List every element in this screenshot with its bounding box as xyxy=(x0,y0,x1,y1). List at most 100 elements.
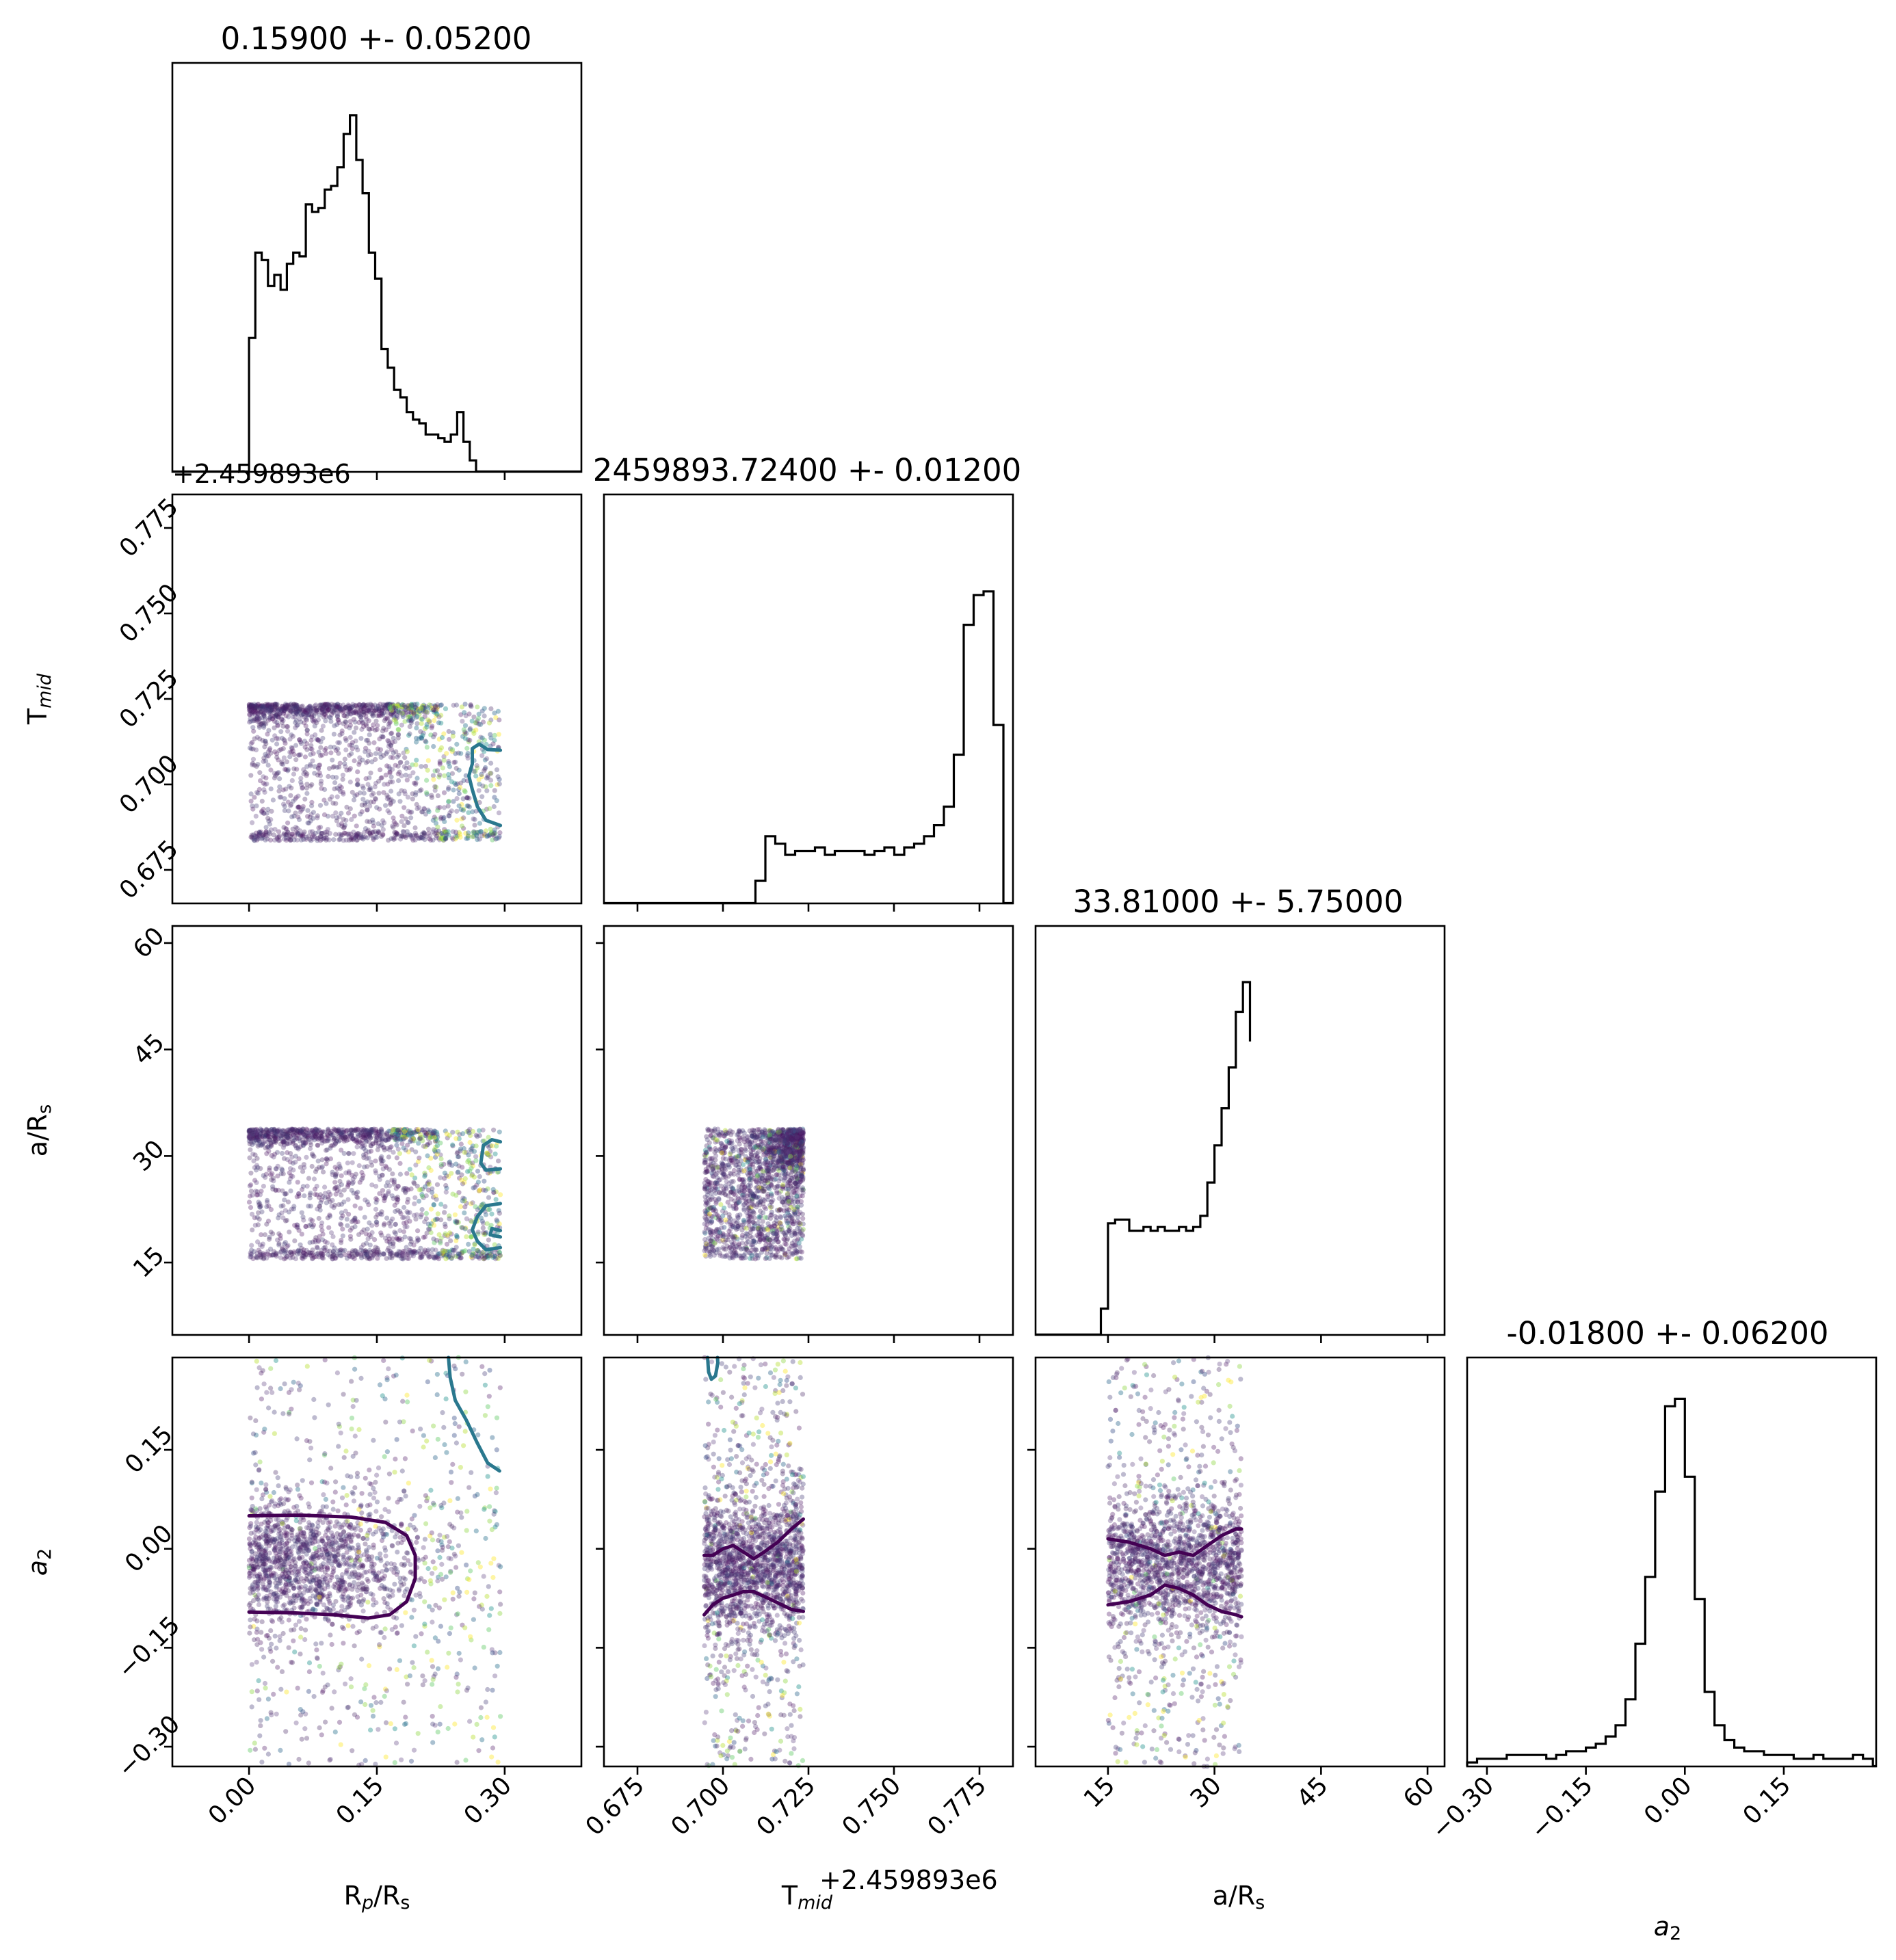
scatter-point xyxy=(395,732,401,738)
scatter-point xyxy=(331,837,337,843)
scatter-point xyxy=(298,776,304,781)
scatter-point xyxy=(367,741,372,746)
scatter-point xyxy=(365,705,370,711)
scatter-point xyxy=(404,1224,410,1230)
scatter-point xyxy=(385,702,391,708)
scatter-point xyxy=(479,794,485,799)
scatter-point xyxy=(337,740,342,745)
scatter-point xyxy=(305,814,311,819)
scatter-point xyxy=(401,1187,406,1193)
scatter-point xyxy=(466,1130,472,1136)
scatter-point xyxy=(345,810,352,816)
scatter-point xyxy=(302,754,308,760)
scatter-point xyxy=(346,705,352,711)
scatter-point xyxy=(446,758,451,765)
scatter-point xyxy=(265,1252,270,1257)
scatter-point xyxy=(430,724,435,729)
scatter-point xyxy=(263,752,268,757)
scatter-point xyxy=(289,814,295,819)
scatter-point xyxy=(330,1254,335,1260)
scatter-point xyxy=(472,1184,478,1190)
scatter-point xyxy=(497,717,502,723)
scatter-point xyxy=(358,1245,364,1250)
scatter-point xyxy=(250,704,256,709)
scatter-point xyxy=(436,714,442,719)
scatter-point xyxy=(405,714,411,719)
scatter-point xyxy=(273,1252,278,1258)
scatter-point xyxy=(476,788,482,793)
scatter-point xyxy=(324,1240,330,1245)
scatter-point xyxy=(247,1183,252,1189)
scatter-point xyxy=(324,836,330,842)
scatter-point xyxy=(407,724,412,730)
scatter-point xyxy=(355,747,360,753)
scatter-point xyxy=(340,1213,345,1219)
scatter-point xyxy=(395,1197,401,1202)
scatter-point xyxy=(389,774,394,780)
scatter-point xyxy=(741,1207,747,1213)
scatter-point xyxy=(379,1136,384,1141)
scatter-point xyxy=(396,1254,401,1259)
scatter-point xyxy=(395,732,401,737)
scatter-point xyxy=(462,736,468,741)
scatter-point xyxy=(423,709,428,715)
scatter-point xyxy=(380,832,386,837)
scatter-point xyxy=(404,710,409,715)
scatter-point xyxy=(340,777,345,782)
scatter-point xyxy=(405,1210,411,1216)
scatter-point xyxy=(248,741,254,746)
scatter-point xyxy=(319,831,324,836)
scatter-point xyxy=(319,786,324,791)
scatter-point xyxy=(419,1193,425,1199)
scatter-point xyxy=(456,1154,462,1160)
scatter-point xyxy=(458,784,463,791)
scatter-point xyxy=(390,767,395,772)
scatter-point xyxy=(249,1211,255,1217)
scatter-point xyxy=(261,704,266,710)
scatter-point xyxy=(341,817,346,822)
scatter-point xyxy=(492,795,497,800)
scatter-point xyxy=(454,808,460,814)
scatter-point xyxy=(403,704,408,710)
scatter-point xyxy=(311,1176,317,1182)
scatter-point xyxy=(317,773,324,778)
scatter-point xyxy=(444,1173,449,1178)
scatter-point xyxy=(355,778,360,783)
scatter-point xyxy=(320,735,326,741)
scatter-point xyxy=(447,813,452,819)
scatter-point xyxy=(404,746,409,752)
scatter-point xyxy=(460,1165,465,1170)
scatter-point xyxy=(385,808,391,814)
scatter-point xyxy=(351,1151,356,1156)
scatter-point xyxy=(328,1143,334,1149)
scatter-point xyxy=(307,1240,313,1245)
scatter-point xyxy=(442,1210,447,1215)
scatter-point xyxy=(414,713,420,719)
scatter-point xyxy=(424,790,430,795)
scatter-point xyxy=(438,702,445,708)
scatter-point xyxy=(383,772,389,778)
scatter-point xyxy=(388,1223,393,1229)
scatter-point xyxy=(434,1182,440,1187)
scatter-point xyxy=(453,702,460,708)
scatter-point xyxy=(472,1242,477,1247)
scatter-point xyxy=(313,732,318,738)
scatter-point xyxy=(358,832,364,838)
scatter-point xyxy=(295,832,301,837)
scatter-point xyxy=(365,1236,371,1241)
scatter-point xyxy=(430,773,436,778)
scatter-point xyxy=(352,1256,357,1262)
scatter-point xyxy=(453,782,459,787)
scatter-point xyxy=(365,1164,370,1169)
scatter-point xyxy=(418,716,424,721)
scatter-point xyxy=(756,1150,761,1155)
scatter-point xyxy=(491,831,497,836)
scatter-point xyxy=(318,705,324,711)
scatter-point xyxy=(304,785,309,791)
scatter-point xyxy=(371,740,377,745)
scatter-point xyxy=(278,1204,284,1209)
scatter-point xyxy=(299,741,304,746)
scatter-point xyxy=(428,1206,434,1212)
scatter-point xyxy=(295,830,300,836)
scatter-point xyxy=(374,834,380,840)
